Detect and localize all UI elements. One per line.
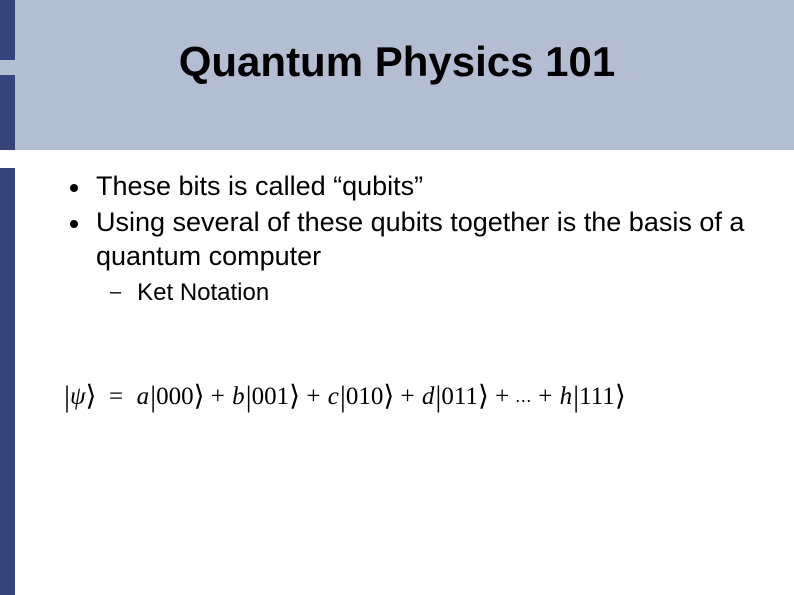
slide-title: Quantum Physics 101	[0, 38, 794, 86]
bullet-text: Using several of these qubits together i…	[96, 206, 760, 274]
ket-equation: |ψ⟩ = a|000⟩ + b|001⟩ + c|010⟩ + d|011⟩ …	[64, 378, 744, 412]
sub-bullet-item: – Ket Notation	[110, 279, 760, 307]
ellipsis: ...	[516, 386, 533, 406]
psi-symbol: ψ	[70, 383, 86, 410]
bullet-dot-icon	[70, 184, 78, 192]
rail-segment	[0, 168, 15, 595]
left-rail	[0, 0, 15, 595]
dash-icon: –	[110, 281, 121, 304]
coef: h	[559, 383, 574, 410]
bullet-dot-icon	[70, 220, 78, 228]
ket-state: 000	[156, 383, 194, 410]
ket-state: 011	[441, 383, 478, 410]
ket-state: 001	[252, 383, 290, 410]
coef: b	[231, 383, 246, 410]
coef: a	[136, 383, 151, 410]
rail-segment	[0, 75, 15, 150]
ket-state: 010	[346, 383, 384, 410]
slide-content: These bits is called “qubits” Using seve…	[70, 170, 760, 307]
sub-bullet-text: Ket Notation	[137, 279, 269, 307]
bullet-item: Using several of these qubits together i…	[70, 206, 760, 274]
bullet-text: These bits is called “qubits”	[96, 170, 423, 204]
ket-state: 111	[579, 383, 615, 410]
coef: d	[421, 383, 436, 410]
coef: c	[327, 383, 340, 410]
bullet-item: These bits is called “qubits”	[70, 170, 760, 204]
